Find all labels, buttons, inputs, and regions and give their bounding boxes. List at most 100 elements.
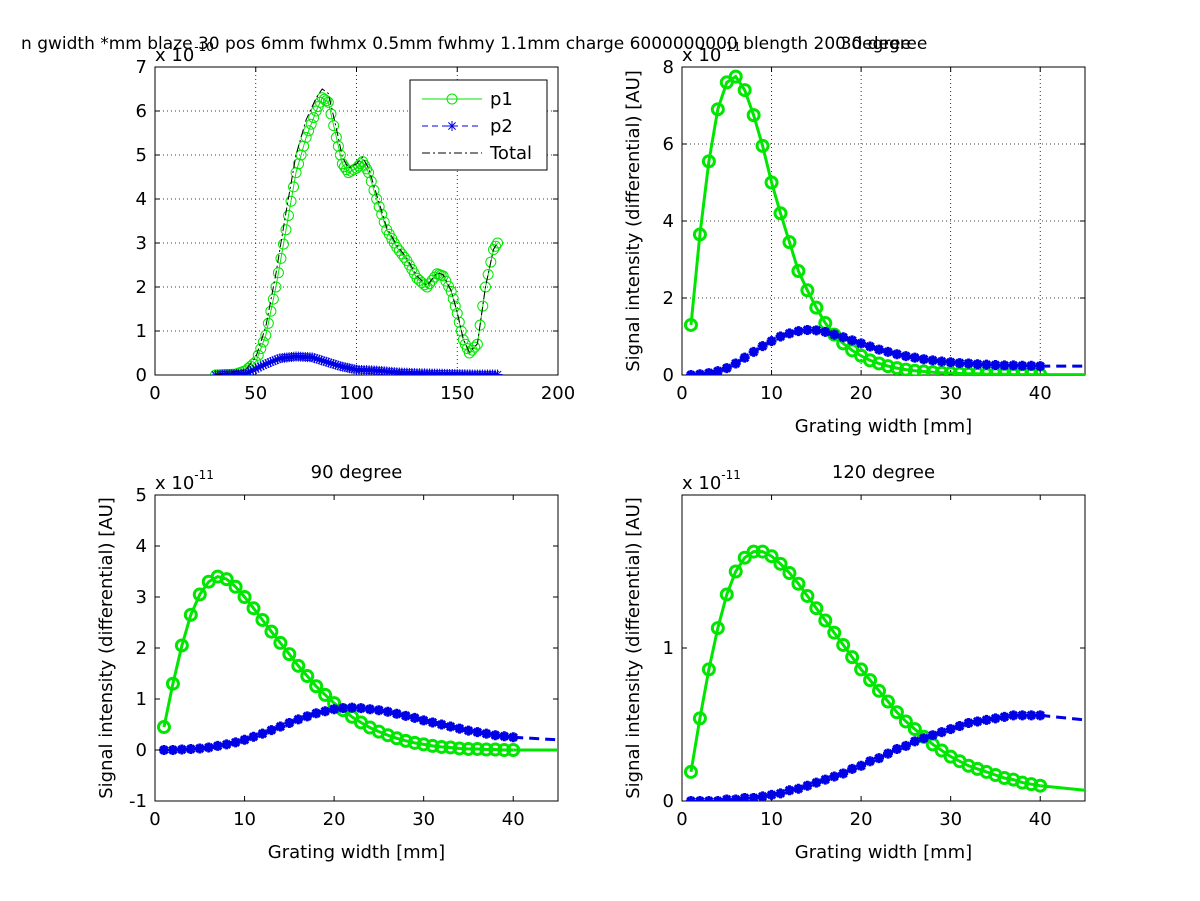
data-point-p2-20 [258, 360, 269, 371]
x-tick-label: 150 [440, 383, 474, 404]
data-point-legend-p2-0 [447, 121, 457, 131]
data-point-p2-7 [748, 346, 759, 357]
x-axis-label: Grating width [mm] [795, 842, 972, 863]
data-point-p1-20 [260, 329, 272, 341]
data-point-p1-16 [827, 625, 842, 640]
data-point-p1-32 [443, 740, 458, 755]
data-point-p2-55 [339, 362, 350, 373]
legend-box [409, 79, 548, 171]
x-tick-label: 0 [676, 383, 687, 404]
subplot-2: 0 10 20 30 40 0 2 4 6 8 x 10-11 Grating width [mm] S… [623, 40, 1086, 437]
data-point-p2-35 [472, 727, 483, 738]
y-tick-label: -1 [129, 791, 147, 812]
data-point-p1-12 [264, 624, 279, 639]
data-point-p2-37 [1017, 360, 1028, 371]
data-point-p2-3 [712, 796, 723, 801]
data-point-p1-23 [889, 361, 904, 375]
data-point-p2-18 [320, 706, 331, 717]
data-point-p1-14 [809, 300, 824, 315]
data-point-p2-12 [793, 783, 804, 794]
data-point-p2-56 [342, 362, 353, 373]
legend: p1 p2 Total [409, 79, 548, 171]
x-tick-label: 50 [244, 383, 267, 404]
data-point-p1-29 [416, 737, 431, 752]
series-layer [156, 569, 558, 757]
data-point-p2-31 [963, 717, 974, 728]
x-tick-label: 100 [339, 383, 373, 404]
data-point-p1-25 [272, 267, 284, 279]
data-point-p1-18 [318, 687, 333, 702]
data-point-p1-1 [165, 676, 180, 691]
y-tick-label: 4 [663, 211, 674, 232]
data-point-p2-22 [355, 703, 366, 714]
data-point-p1-26 [916, 364, 931, 375]
data-point-p2-38 [1026, 710, 1037, 721]
data-point-p2-44 [314, 354, 325, 365]
data-point-p2-2 [703, 368, 714, 375]
x-tick-label: 30 [939, 383, 962, 404]
data-point-p1-35 [997, 771, 1012, 786]
x-tick-label: 20 [850, 809, 873, 830]
data-point-p1-49 [330, 131, 342, 143]
data-point-p1-20 [863, 673, 878, 688]
data-point-p1-19 [257, 336, 269, 348]
data-point-p2-24 [900, 351, 911, 362]
series-extension-p2 [513, 735, 558, 742]
data-point-p2-4 [721, 794, 732, 801]
data-point-p2-25 [909, 736, 920, 747]
data-point-p1-28 [280, 224, 292, 236]
data-point-p2-13 [240, 368, 251, 375]
data-point-p1-10 [773, 206, 788, 221]
data-point-p1-4 [192, 587, 207, 602]
data-point-p2-8 [230, 737, 241, 748]
data-point-p2-11 [784, 328, 795, 339]
data-point-p1-0 [683, 317, 698, 332]
data-point-p2-16 [302, 711, 313, 722]
data-point-p2-1 [167, 745, 178, 755]
data-point-p2-25 [909, 352, 920, 363]
series-extension-p2 [1040, 713, 1085, 722]
data-point-p2-15 [820, 774, 831, 785]
data-point-p1-31 [288, 181, 300, 193]
x-axis-label: Grating width [mm] [795, 416, 972, 437]
data-point-p2-2 [703, 796, 714, 801]
data-point-p1-45 [320, 95, 332, 107]
data-point-p1-7 [746, 108, 761, 123]
data-point-p2-51 [330, 359, 341, 370]
data-point-p2-19 [856, 760, 867, 771]
data-point-p1-29 [943, 366, 958, 375]
y-tick-label: 3 [136, 587, 147, 608]
data-point-p1-19 [854, 662, 869, 677]
data-point-p2-42 [309, 353, 320, 364]
data-point-p2-19 [329, 704, 340, 715]
data-point-p2-18 [847, 763, 858, 774]
data-point-p1-5 [728, 69, 743, 84]
data-point-p1-30 [285, 195, 297, 207]
data-point-p1-28 [934, 365, 949, 375]
data-point-p1-2 [701, 154, 716, 169]
series-p1 [683, 69, 1085, 375]
y-tick-label: 1 [136, 321, 147, 342]
data-point-p1-1 [692, 711, 707, 726]
legend-entry-Total: Total [422, 143, 532, 164]
data-point-p1-14 [809, 601, 824, 616]
subplot-4: 0 10 20 30 40 0 1 x 10-11 120 degree Grating widt… [623, 462, 1086, 863]
data-point-p1-33 [452, 741, 467, 756]
data-point-p2-50 [328, 359, 339, 369]
data-point-p1-38 [497, 743, 512, 757]
data-point-legend-p1-0 [446, 93, 458, 105]
x-tick-label: 0 [149, 809, 160, 830]
data-point-p2-37 [490, 730, 501, 741]
data-point-p1-39 [506, 743, 521, 757]
data-point-p2-26 [272, 354, 283, 365]
data-point-p1-25 [907, 722, 922, 737]
data-point-p1-22 [880, 359, 895, 374]
data-point-p1-113 [482, 269, 494, 281]
y-tick-label: 2 [136, 638, 147, 659]
data-point-p2-27 [927, 355, 938, 366]
data-point-p2-38 [499, 731, 510, 742]
data-point-p1-1 [692, 227, 707, 242]
data-point-p2-16 [829, 329, 840, 340]
y-axis-label: Signal intensity (differential) [AU] [96, 497, 117, 799]
